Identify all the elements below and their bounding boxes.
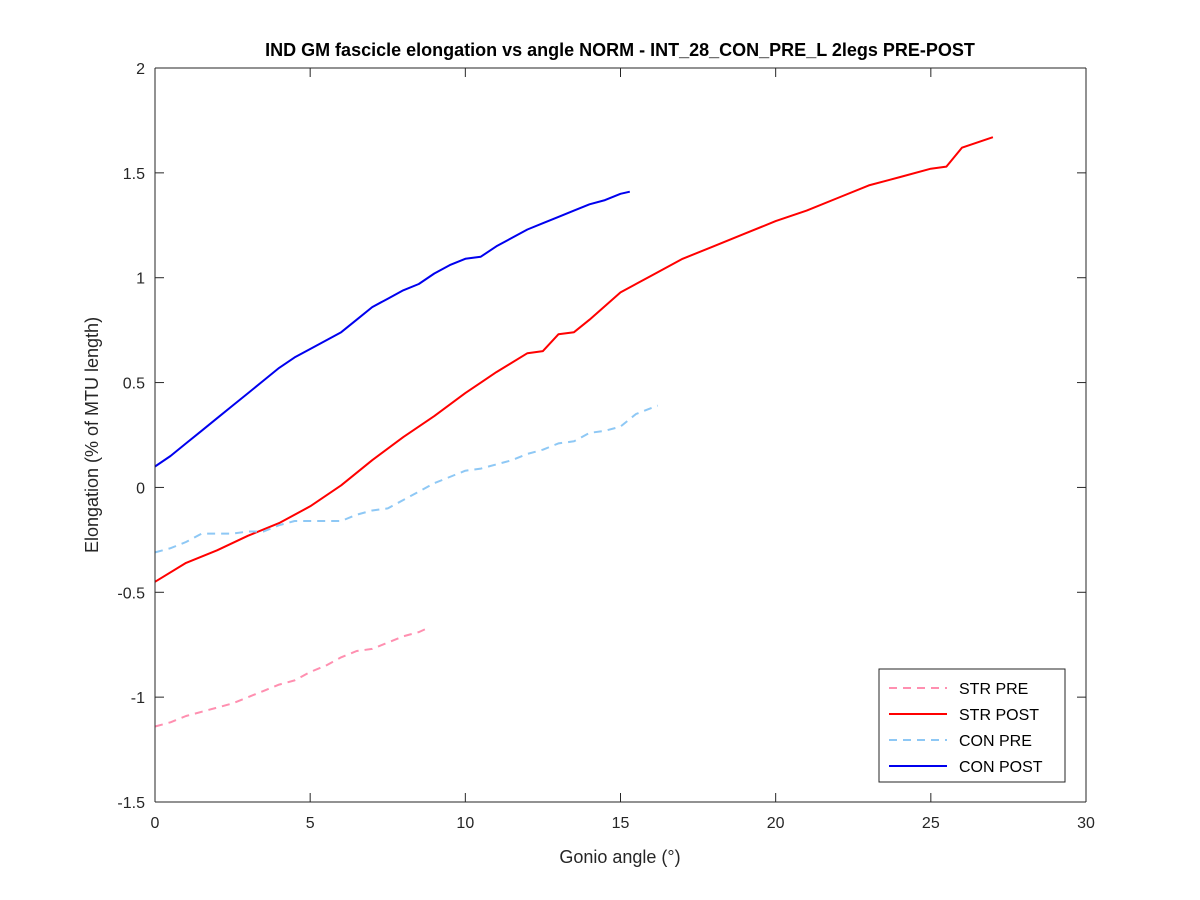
x-ticks: 0 5 10 15 20 25 30 <box>151 68 1095 832</box>
y-tick-label: 2 <box>136 61 145 78</box>
x-tick-label: 0 <box>151 815 160 832</box>
x-tick-label: 20 <box>767 815 785 832</box>
series-line-con-post <box>154 190 631 468</box>
legend-label: STR POST <box>959 707 1039 724</box>
series-line-con-pre <box>154 404 659 554</box>
y-tick-label: -0.5 <box>117 585 145 602</box>
y-tick-label: -1.5 <box>117 795 145 812</box>
chart-title: IND GM fascicle elongation vs angle NORM… <box>265 40 975 60</box>
legend-label: CON PRE <box>959 733 1032 750</box>
y-tick-label: 1 <box>136 271 145 288</box>
legend-label: CON POST <box>959 759 1043 776</box>
y-tick-label: 1.5 <box>123 166 145 183</box>
y-axis-label: Elongation (% of MTU length) <box>82 317 102 553</box>
x-tick-label: 10 <box>456 815 474 832</box>
y-tick-label: -1 <box>131 690 145 707</box>
x-tick-label: 25 <box>922 815 940 832</box>
x-tick-label: 30 <box>1077 815 1095 832</box>
y-ticks: -1.5 -1 -0.5 0 0.5 1 1.5 2 <box>117 61 1086 812</box>
series-line-str-pre <box>154 626 429 728</box>
legend-label: STR PRE <box>959 681 1028 698</box>
legend: STR PRE STR POST CON PRE CON POST <box>878 668 1066 783</box>
y-tick-label: 0.5 <box>123 376 145 393</box>
series-line-str-post <box>154 136 994 583</box>
x-axis-label: Gonio angle (°) <box>559 847 680 867</box>
x-tick-label: 15 <box>612 815 630 832</box>
y-tick-label: 0 <box>136 480 145 497</box>
legend-items: STR PRE STR POST CON PRE CON POST <box>889 681 1043 776</box>
series-layer <box>154 136 994 728</box>
x-tick-label: 5 <box>306 815 315 832</box>
